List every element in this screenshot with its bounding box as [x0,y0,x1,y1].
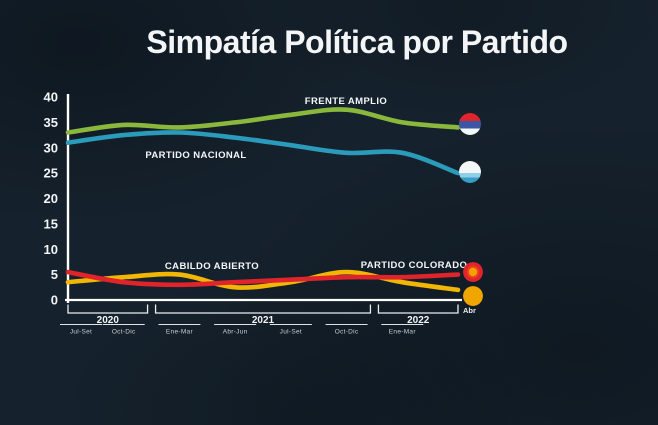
year-bracket-2021 [154,304,372,314]
frente-amplio-flag-icon [459,113,481,135]
flag-stripe-white [459,161,481,173]
partido-colorado-dot-icon [463,262,483,282]
y-tick-label: 15 [44,216,58,231]
year-bracket-2022 [377,304,459,314]
quarter-label: Abr-Jun [223,329,248,336]
series-line-frente-amplio [65,107,461,135]
series-line-partido-colorado [65,269,461,288]
year-label-2021: 2021 [252,315,275,326]
y-tick-label: 35 [44,115,58,130]
year-label-2020: 2020 [97,315,120,326]
trailing-month-label: Abr [463,306,476,315]
partido-nacional-flag-icon [459,161,481,183]
flag-stripe-red [459,113,481,121]
y-tick-label: 25 [44,166,58,181]
y-tick-label: 5 [51,267,58,282]
flag-stripe-blue [459,177,481,183]
year-label-2022: 2022 [407,315,430,326]
chart-title: Simpatía Política por Partido [146,24,568,60]
flag-stripe-blue [459,121,481,129]
series-line-cabildo-abierto [65,269,461,293]
quarter-label: Jul-Set [70,329,92,336]
y-tick-label: 0 [51,293,58,308]
flag-stripe-white [459,128,481,135]
quarter-label: Oct-Dic [112,329,136,336]
series-line-partido-nacional [65,130,461,176]
series-label-partido-colorado: PARTIDO COLORADO [361,260,468,271]
quarter-label: Ene-Mar [166,329,194,336]
quarter-label: Ene-Mar [389,329,417,336]
y-tick-label: 20 [44,191,58,206]
dot-center [468,267,478,277]
series-label-cabildo-abierto: CABILDO ABIERTO [165,261,259,272]
y-tick-label: 10 [44,242,58,257]
series-label-frente-amplio: FRENTE AMPLIO [305,96,387,107]
flag-stripe-lightblue [459,173,481,178]
cabildo-abierto-dot-icon [463,286,483,306]
dot [463,286,483,306]
y-tick-label: 30 [44,140,58,155]
series-label-partido-nacional: PARTIDO NACIONAL [145,150,246,161]
quarter-label: Jul-Set [280,329,302,336]
y-tick-label: 40 [44,90,58,105]
quarter-label: Oct-Dic [335,329,359,336]
year-bracket-2020 [67,304,149,314]
